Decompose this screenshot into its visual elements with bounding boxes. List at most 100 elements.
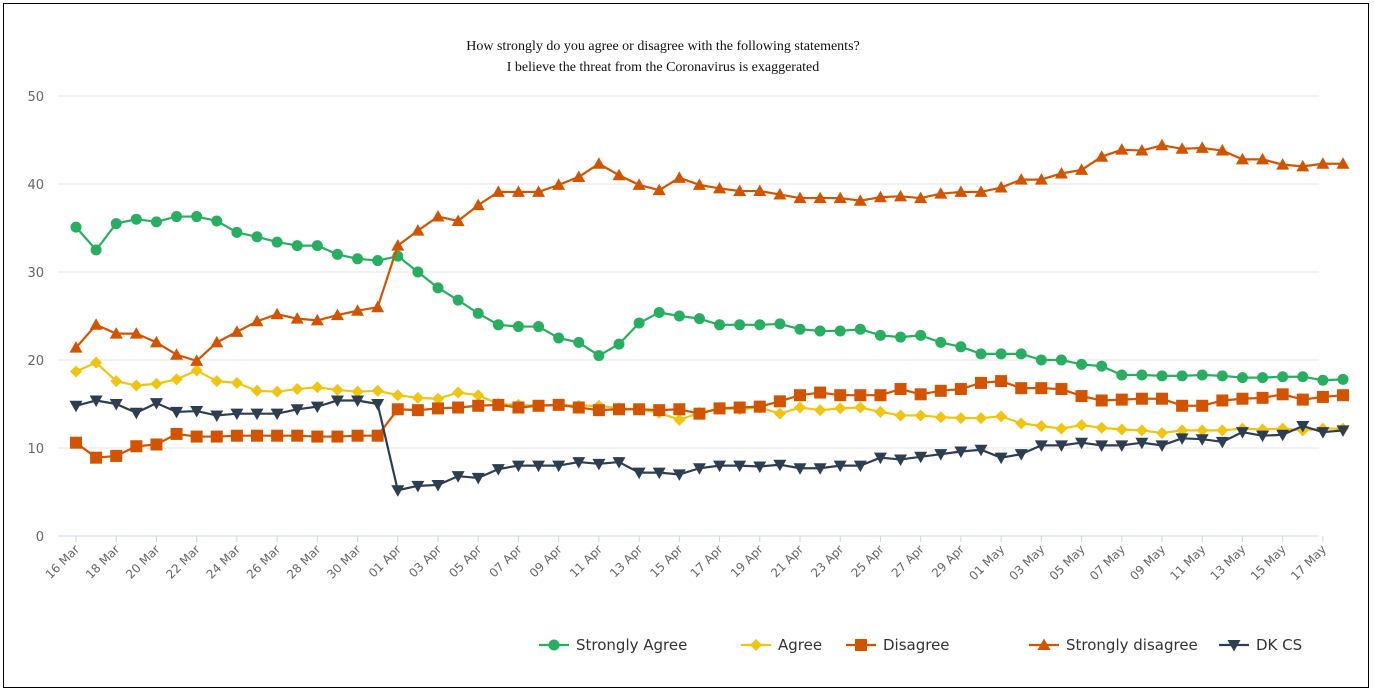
series-line-strongly-agree xyxy=(75,215,1344,382)
data-point-dk-cs xyxy=(1316,427,1330,439)
data-point-strongly-agree xyxy=(472,307,484,319)
data-point-dk-cs xyxy=(1296,421,1310,433)
data-point-dk-cs xyxy=(632,467,646,480)
legend-item-agree[interactable]: Agree xyxy=(741,636,822,654)
data-point-agree xyxy=(331,383,344,396)
data-point-strongly-agree xyxy=(130,213,142,225)
data-point-disagree xyxy=(1316,390,1329,403)
data-point-disagree xyxy=(1115,393,1128,406)
data-point-disagree xyxy=(532,399,545,412)
x-tick-label: 13 May xyxy=(1208,542,1249,583)
data-point-strongly-disagree xyxy=(330,308,344,321)
data-point-agree xyxy=(934,411,947,424)
data-point-disagree xyxy=(512,401,525,414)
data-point-strongly-agree xyxy=(372,255,384,267)
data-point-strongly-disagree xyxy=(1135,144,1149,156)
data-point-dk-cs xyxy=(109,399,123,411)
data-point-agree xyxy=(452,386,465,399)
x-tick-label: 30 Mar xyxy=(324,542,363,581)
x-tick-label: 24 Mar xyxy=(204,542,243,581)
x-tick-label: 27 Apr xyxy=(889,542,927,580)
data-point-dk-cs xyxy=(773,459,787,472)
data-point-agree xyxy=(432,392,444,405)
series-strongly-agree xyxy=(70,211,1349,386)
data-point-dk-cs xyxy=(914,451,928,464)
y-tick-label: 20 xyxy=(27,354,44,369)
y-tick-label: 0 xyxy=(36,530,44,545)
data-point-agree xyxy=(472,389,485,402)
series-disagree xyxy=(70,375,1349,464)
data-point-strongly-agree xyxy=(874,329,886,341)
data-point-strongly-disagree xyxy=(813,191,827,204)
data-point-agree xyxy=(150,377,163,390)
data-point-strongly-disagree xyxy=(371,300,385,313)
data-point-dk-cs xyxy=(612,457,626,469)
data-point-dk-cs xyxy=(391,485,405,497)
data-point-strongly-agree xyxy=(1176,370,1188,382)
data-point-strongly-agree xyxy=(1297,371,1309,383)
data-point-strongly-disagree xyxy=(572,170,586,182)
data-point-agree xyxy=(311,381,324,394)
data-point-strongly-disagree xyxy=(612,168,626,181)
data-point-dk-cs xyxy=(532,460,546,473)
data-point-agree xyxy=(170,373,183,386)
legend-item-strongly-agree[interactable]: Strongly Agree xyxy=(539,636,687,654)
data-point-strongly-disagree xyxy=(290,312,304,324)
data-point-dk-cs xyxy=(974,444,988,457)
data-point-dk-cs xyxy=(1215,436,1229,449)
legend-item-strongly-disagree[interactable]: Strongly disagree xyxy=(1029,636,1198,654)
x-tick-label: 09 May xyxy=(1127,542,1168,583)
data-point-dk-cs xyxy=(873,452,887,465)
data-point-dk-cs xyxy=(1054,440,1068,452)
data-point-dk-cs xyxy=(692,463,706,475)
data-point-agree xyxy=(995,410,1008,423)
data-point-dk-cs xyxy=(1195,434,1209,446)
data-point-dk-cs xyxy=(793,463,807,475)
data-point-strongly-agree xyxy=(1096,360,1108,372)
data-point-strongly-agree xyxy=(311,240,323,252)
data-point-strongly-agree xyxy=(1156,370,1168,382)
data-point-disagree xyxy=(110,449,123,462)
data-point-dk-cs xyxy=(89,395,103,407)
data-point-strongly-agree xyxy=(271,236,283,248)
chart-subtitle: I believe the threat from the Coronaviru… xyxy=(507,60,820,75)
data-point-dk-cs xyxy=(1075,437,1089,450)
data-point-dk-cs xyxy=(894,454,908,466)
data-point-agree xyxy=(854,401,867,414)
data-point-strongly-disagree xyxy=(753,184,767,197)
data-point-strongly-agree xyxy=(90,244,102,256)
legend-item-disagree[interactable]: Disagree xyxy=(846,636,950,654)
data-point-strongly-agree xyxy=(1257,372,1269,384)
data-point-disagree xyxy=(1176,399,1189,412)
x-tick-label: 11 May xyxy=(1167,542,1208,583)
data-point-dk-cs xyxy=(371,399,385,411)
y-tick-label: 10 xyxy=(27,442,44,457)
data-point-disagree xyxy=(251,429,263,442)
data-point-agree xyxy=(914,409,927,422)
data-point-disagree xyxy=(190,430,203,443)
data-point-disagree xyxy=(633,403,646,416)
data-point-strongly-agree xyxy=(150,216,162,228)
data-point-strongly-disagree xyxy=(1256,152,1270,165)
data-point-dk-cs xyxy=(994,452,1008,465)
data-point-strongly-disagree xyxy=(934,187,948,199)
data-point-strongly-agree xyxy=(291,240,303,252)
data-point-agree xyxy=(1075,419,1088,432)
data-point-disagree xyxy=(311,430,324,443)
data-point-strongly-disagree xyxy=(1195,141,1209,153)
data-point-strongly-agree xyxy=(754,319,766,331)
data-point-strongly-disagree xyxy=(914,191,928,204)
data-point-strongly-agree xyxy=(915,329,927,341)
data-point-agree xyxy=(794,401,806,414)
data-point-agree xyxy=(1115,423,1128,436)
data-point-dk-cs xyxy=(1256,430,1270,443)
data-point-disagree xyxy=(794,389,806,402)
x-tick-label: 07 May xyxy=(1087,542,1128,583)
data-point-dk-cs xyxy=(210,410,224,422)
data-point-dk-cs xyxy=(471,472,485,485)
legend-item-dk-cs[interactable]: DK CS xyxy=(1219,636,1302,654)
data-point-disagree xyxy=(230,429,243,442)
data-point-strongly-agree xyxy=(593,350,605,362)
data-point-strongly-agree xyxy=(512,321,524,333)
data-point-strongly-agree xyxy=(935,336,947,348)
